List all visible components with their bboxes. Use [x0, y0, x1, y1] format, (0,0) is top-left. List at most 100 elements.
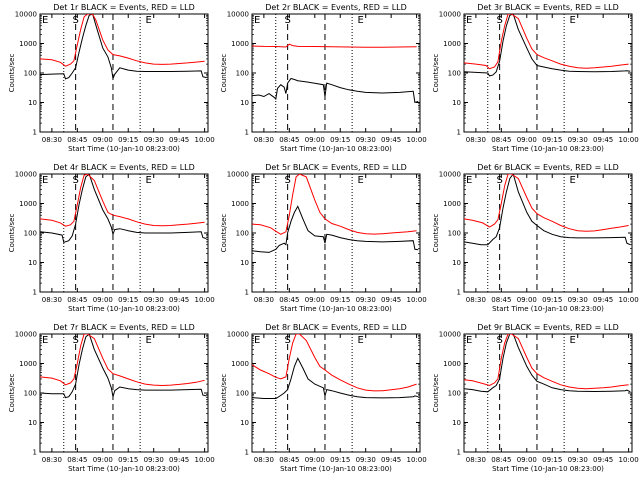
marker-letter: E — [466, 175, 472, 186]
y-axis-label: Counts/sec — [8, 54, 16, 93]
marker-letter: E — [570, 175, 576, 186]
x-tick-label: 09:00 — [93, 456, 113, 464]
x-axis-label: Start Time (10-Jan-10 08:23:00) — [280, 145, 392, 153]
x-tick-label: 08:45 — [279, 296, 299, 304]
x-tick-label: 08:30 — [42, 456, 62, 464]
plot-frame — [39, 333, 209, 453]
x-tick-label: 08:30 — [466, 456, 486, 464]
y-tick-label: 10000 — [227, 171, 249, 179]
x-tick-label: 08:45 — [491, 456, 511, 464]
x-tick-label: 09:15 — [542, 456, 562, 464]
x-tick-label: 09:15 — [118, 136, 138, 144]
x-tick-label: 09:00 — [517, 136, 537, 144]
x-tick-label: 09:15 — [542, 136, 562, 144]
series-line — [252, 357, 419, 399]
x-tick-label: 08:45 — [491, 136, 511, 144]
x-tick-label: 08:30 — [254, 136, 274, 144]
y-tick-label: 10 — [28, 99, 37, 107]
x-axis-label: Start Time (10-Jan-10 08:23:00) — [492, 465, 604, 473]
x-tick-label: 09:00 — [93, 136, 113, 144]
y-axis-label: Counts/sec — [220, 214, 228, 253]
series-line — [464, 334, 629, 390]
y-axis-label: Counts/sec — [8, 374, 16, 413]
x-tick-label: 09:15 — [542, 296, 562, 304]
y-tick-label: 100 — [448, 390, 461, 398]
x-axis-label: Start Time (10-Jan-10 08:23:00) — [68, 145, 180, 153]
marker-letter: S — [497, 15, 503, 26]
x-tick-label: 08:30 — [466, 296, 486, 304]
x-tick-label: 09:45 — [381, 296, 401, 304]
x-tick-label: 09:00 — [305, 136, 325, 144]
chart-title: Det 3r BLACK = Events, RED = LLD — [477, 3, 619, 12]
x-tick-label: 09:15 — [118, 296, 138, 304]
chart-panel: Det 1r BLACK = Events, RED = LLD 1 10 100 10… — [8, 3, 215, 153]
y-tick-label: 1 — [457, 449, 461, 457]
chart-title: Det 9r BLACK = Events, RED = LLD — [477, 323, 619, 332]
chart-panel: Det 2r BLACK = Events, RED = LLD 1 10 100 10… — [220, 3, 427, 153]
y-tick-label: 1000 — [231, 40, 249, 48]
x-axis-label: Start Time (10-Jan-10 08:23:00) — [280, 305, 392, 313]
y-tick-label: 10000 — [227, 331, 249, 339]
y-axis-label: Counts/sec — [432, 54, 440, 93]
chart-title: Det 7r BLACK = Events, RED = LLD — [53, 323, 195, 332]
x-tick-label: 08:45 — [491, 296, 511, 304]
chart-title: Det 1r BLACK = Events, RED = LLD — [53, 3, 195, 12]
marker-letter: S — [73, 175, 79, 186]
chart-panel: Det 3r BLACK = Events, RED = LLD 1 10 100 10… — [432, 3, 639, 153]
y-tick-label: 100 — [24, 230, 37, 238]
x-tick-label: 09:45 — [381, 136, 401, 144]
chart-panel: Det 9r BLACK = Events, RED = LLD 1 10 100 10… — [432, 323, 639, 473]
y-tick-label: 100 — [236, 230, 249, 238]
y-tick-label: 10000 — [15, 331, 37, 339]
series-line — [464, 174, 629, 232]
y-tick-label: 10000 — [439, 11, 461, 19]
y-tick-label: 1 — [457, 289, 461, 297]
marker-letter: E — [42, 175, 48, 186]
x-tick-label: 09:00 — [517, 456, 537, 464]
x-tick-label: 09:30 — [144, 456, 164, 464]
y-tick-label: 100 — [236, 70, 249, 78]
y-tick-label: 10 — [452, 259, 461, 267]
y-tick-label: 100 — [236, 390, 249, 398]
series-line — [40, 334, 207, 399]
y-tick-label: 10 — [452, 99, 461, 107]
y-tick-label: 1000 — [443, 200, 461, 208]
x-tick-label: 09:30 — [356, 136, 376, 144]
plot-frame — [251, 333, 421, 453]
series-line — [252, 205, 419, 253]
chart-title: Det 5r BLACK = Events, RED = LLD — [265, 163, 407, 172]
y-tick-label: 10 — [240, 259, 249, 267]
marker-letter: E — [254, 335, 260, 346]
marker-letter: S — [497, 175, 503, 186]
x-tick-label: 10:00 — [195, 456, 215, 464]
marker-letter: E — [570, 15, 576, 26]
x-tick-label: 10:00 — [195, 136, 215, 144]
chart-title: Det 6r BLACK = Events, RED = LLD — [477, 163, 619, 172]
x-axis-label: Start Time (10-Jan-10 08:23:00) — [68, 305, 180, 313]
marker-letter: E — [42, 335, 48, 346]
y-tick-label: 10000 — [227, 11, 249, 19]
marker-letter: S — [73, 15, 79, 26]
y-axis-label: Counts/sec — [432, 214, 440, 253]
x-tick-label: 10:00 — [407, 136, 427, 144]
y-tick-label: 10000 — [439, 171, 461, 179]
marker-letter: E — [146, 175, 152, 186]
marker-letter: E — [358, 335, 364, 346]
x-tick-label: 08:30 — [42, 296, 62, 304]
x-tick-label: 08:45 — [67, 296, 87, 304]
x-tick-label: 09:30 — [144, 136, 164, 144]
x-tick-label: 10:00 — [407, 296, 427, 304]
x-tick-label: 09:45 — [593, 136, 613, 144]
x-axis-label: Start Time (10-Jan-10 08:23:00) — [280, 465, 392, 473]
marker-letter: E — [42, 15, 48, 26]
plot-frame — [39, 13, 209, 133]
x-tick-label: 09:30 — [356, 296, 376, 304]
chart-title: Det 2r BLACK = Events, RED = LLD — [265, 3, 407, 12]
marker-letter: E — [358, 175, 364, 186]
x-tick-label: 09:30 — [568, 456, 588, 464]
y-tick-label: 10000 — [15, 171, 37, 179]
x-tick-label: 09:45 — [169, 296, 189, 304]
x-tick-label: 08:30 — [466, 136, 486, 144]
series-line — [464, 14, 629, 70]
series-line — [252, 43, 417, 48]
